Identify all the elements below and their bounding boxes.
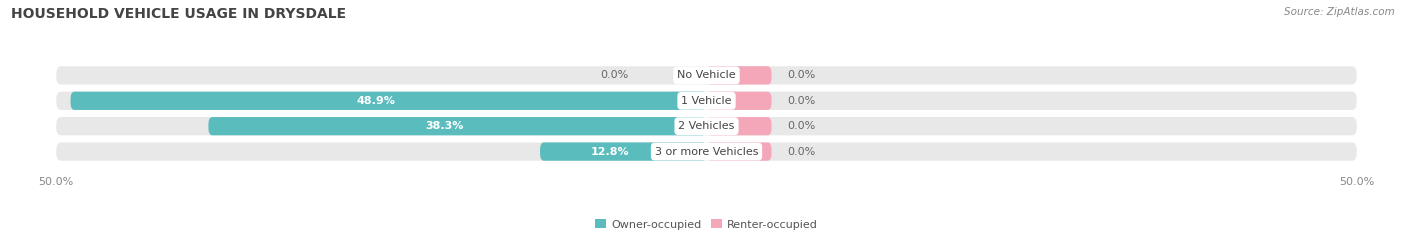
- Text: Source: ZipAtlas.com: Source: ZipAtlas.com: [1284, 7, 1395, 17]
- FancyBboxPatch shape: [56, 143, 1357, 161]
- FancyBboxPatch shape: [56, 117, 1357, 135]
- FancyBboxPatch shape: [707, 92, 772, 110]
- Text: 3 or more Vehicles: 3 or more Vehicles: [655, 146, 758, 157]
- FancyBboxPatch shape: [707, 117, 772, 135]
- Text: 0.0%: 0.0%: [600, 70, 628, 80]
- Legend: Owner-occupied, Renter-occupied: Owner-occupied, Renter-occupied: [595, 219, 818, 230]
- Text: 12.8%: 12.8%: [591, 146, 630, 157]
- FancyBboxPatch shape: [208, 117, 707, 135]
- FancyBboxPatch shape: [707, 66, 772, 84]
- Text: 2 Vehicles: 2 Vehicles: [678, 121, 735, 131]
- FancyBboxPatch shape: [707, 143, 772, 161]
- Text: 0.0%: 0.0%: [787, 70, 815, 80]
- Text: 48.9%: 48.9%: [356, 96, 395, 106]
- Text: 1 Vehicle: 1 Vehicle: [682, 96, 731, 106]
- FancyBboxPatch shape: [56, 92, 1357, 110]
- Text: 0.0%: 0.0%: [787, 121, 815, 131]
- FancyBboxPatch shape: [70, 92, 707, 110]
- Text: 38.3%: 38.3%: [425, 121, 464, 131]
- Text: No Vehicle: No Vehicle: [678, 70, 735, 80]
- FancyBboxPatch shape: [56, 66, 1357, 84]
- Text: 0.0%: 0.0%: [787, 146, 815, 157]
- Text: 0.0%: 0.0%: [787, 96, 815, 106]
- FancyBboxPatch shape: [540, 143, 707, 161]
- Text: HOUSEHOLD VEHICLE USAGE IN DRYSDALE: HOUSEHOLD VEHICLE USAGE IN DRYSDALE: [11, 7, 346, 21]
